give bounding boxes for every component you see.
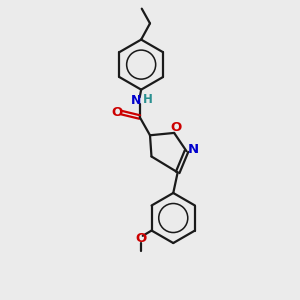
Text: N: N <box>188 143 199 156</box>
Text: O: O <box>170 122 182 134</box>
Text: O: O <box>112 106 123 118</box>
Text: O: O <box>136 232 147 245</box>
Text: H: H <box>143 93 153 106</box>
Text: N: N <box>131 94 141 107</box>
